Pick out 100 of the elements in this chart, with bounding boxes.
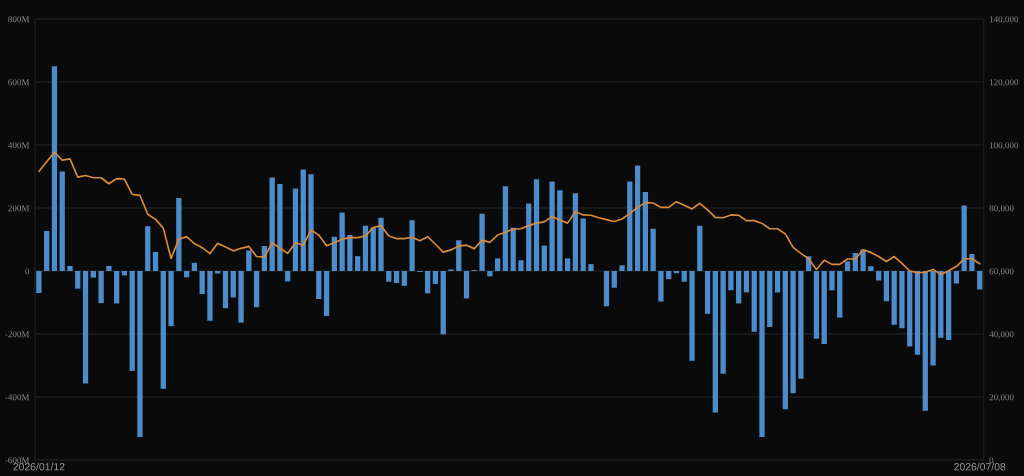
bar [533, 179, 540, 271]
bar [160, 271, 166, 389]
bar [541, 245, 547, 271]
bar [362, 225, 369, 271]
bar [860, 249, 866, 271]
bar [642, 191, 649, 271]
bar [222, 271, 229, 309]
bar [90, 271, 96, 278]
y2-tick-label: 20,000 [989, 394, 1014, 402]
bar [961, 205, 967, 271]
bar [137, 271, 143, 437]
bar [945, 271, 952, 340]
bar [634, 165, 641, 271]
bar [98, 271, 104, 304]
bar [67, 265, 73, 271]
bar [129, 271, 135, 371]
bar [246, 250, 252, 271]
bar [308, 174, 314, 271]
bar [798, 271, 804, 379]
bar [207, 271, 213, 321]
bar [953, 271, 960, 284]
line-series [38, 151, 981, 276]
y-tick-label: 0 [25, 268, 30, 275]
bar [759, 271, 765, 437]
bar [938, 271, 944, 338]
bar [813, 271, 820, 339]
bar [106, 265, 112, 271]
y2-tick-label: 100,000 [989, 142, 1019, 150]
bar [697, 225, 703, 271]
x-tick-label: 2026/01/12 [13, 462, 65, 471]
bar [230, 271, 236, 298]
bar [704, 271, 711, 314]
bar [829, 271, 835, 291]
bar [899, 271, 905, 329]
bar [883, 271, 890, 302]
bar [191, 262, 198, 271]
bar [875, 271, 882, 281]
y2-tick-label: 140,000 [989, 16, 1019, 24]
bar [736, 271, 742, 304]
y-tick-label: -200M [5, 331, 30, 338]
bar [339, 212, 345, 271]
bar [868, 266, 874, 271]
bar [347, 235, 353, 271]
bar [619, 265, 625, 271]
bar [572, 193, 579, 271]
bar [409, 220, 415, 271]
y2-tick-label: 0 [989, 457, 994, 464]
bar [580, 218, 586, 271]
bar [145, 226, 151, 271]
bar [44, 230, 50, 271]
bar [425, 271, 431, 294]
x-tick-label: 2026/07/08 [954, 462, 1006, 471]
bar [494, 258, 501, 271]
bar [728, 271, 734, 291]
bar [526, 203, 532, 271]
bar [837, 271, 843, 318]
bar [386, 271, 392, 282]
bar [782, 271, 788, 410]
bar [774, 271, 781, 293]
bar [323, 271, 330, 317]
bar [611, 271, 617, 288]
y2-tick-label: 40,000 [989, 331, 1014, 339]
bar [463, 271, 470, 299]
y-tick-label: 800M [8, 16, 30, 23]
bar [292, 188, 299, 271]
bar [689, 271, 695, 361]
y-tick-label: -400M [5, 394, 30, 401]
bar [720, 271, 726, 374]
bar [790, 271, 796, 394]
y2-tick-label: 120,000 [989, 79, 1019, 87]
bar [751, 271, 757, 332]
y-tick-label: 600M [8, 79, 30, 86]
bar [82, 271, 89, 384]
bar [487, 271, 493, 277]
y2-tick-label: 80,000 [989, 205, 1014, 213]
bar [930, 271, 936, 366]
bar [712, 271, 718, 413]
bar [393, 271, 400, 283]
bar [650, 228, 656, 271]
bar [518, 260, 524, 271]
bar [564, 258, 571, 271]
bar [59, 171, 65, 271]
bar [432, 271, 439, 284]
bar [355, 256, 361, 271]
bar [370, 227, 376, 271]
bar [75, 271, 81, 289]
bar [891, 271, 897, 325]
bar [300, 169, 306, 271]
bar [549, 181, 555, 271]
bar [767, 271, 773, 328]
bar [152, 252, 159, 271]
y-tick-label: 400M [8, 142, 30, 149]
bar [316, 271, 322, 300]
bar [215, 271, 221, 274]
bar [277, 184, 283, 271]
bar [114, 271, 120, 304]
bar [183, 271, 190, 278]
bar [743, 271, 750, 293]
bar [907, 271, 913, 347]
bar [36, 271, 42, 294]
